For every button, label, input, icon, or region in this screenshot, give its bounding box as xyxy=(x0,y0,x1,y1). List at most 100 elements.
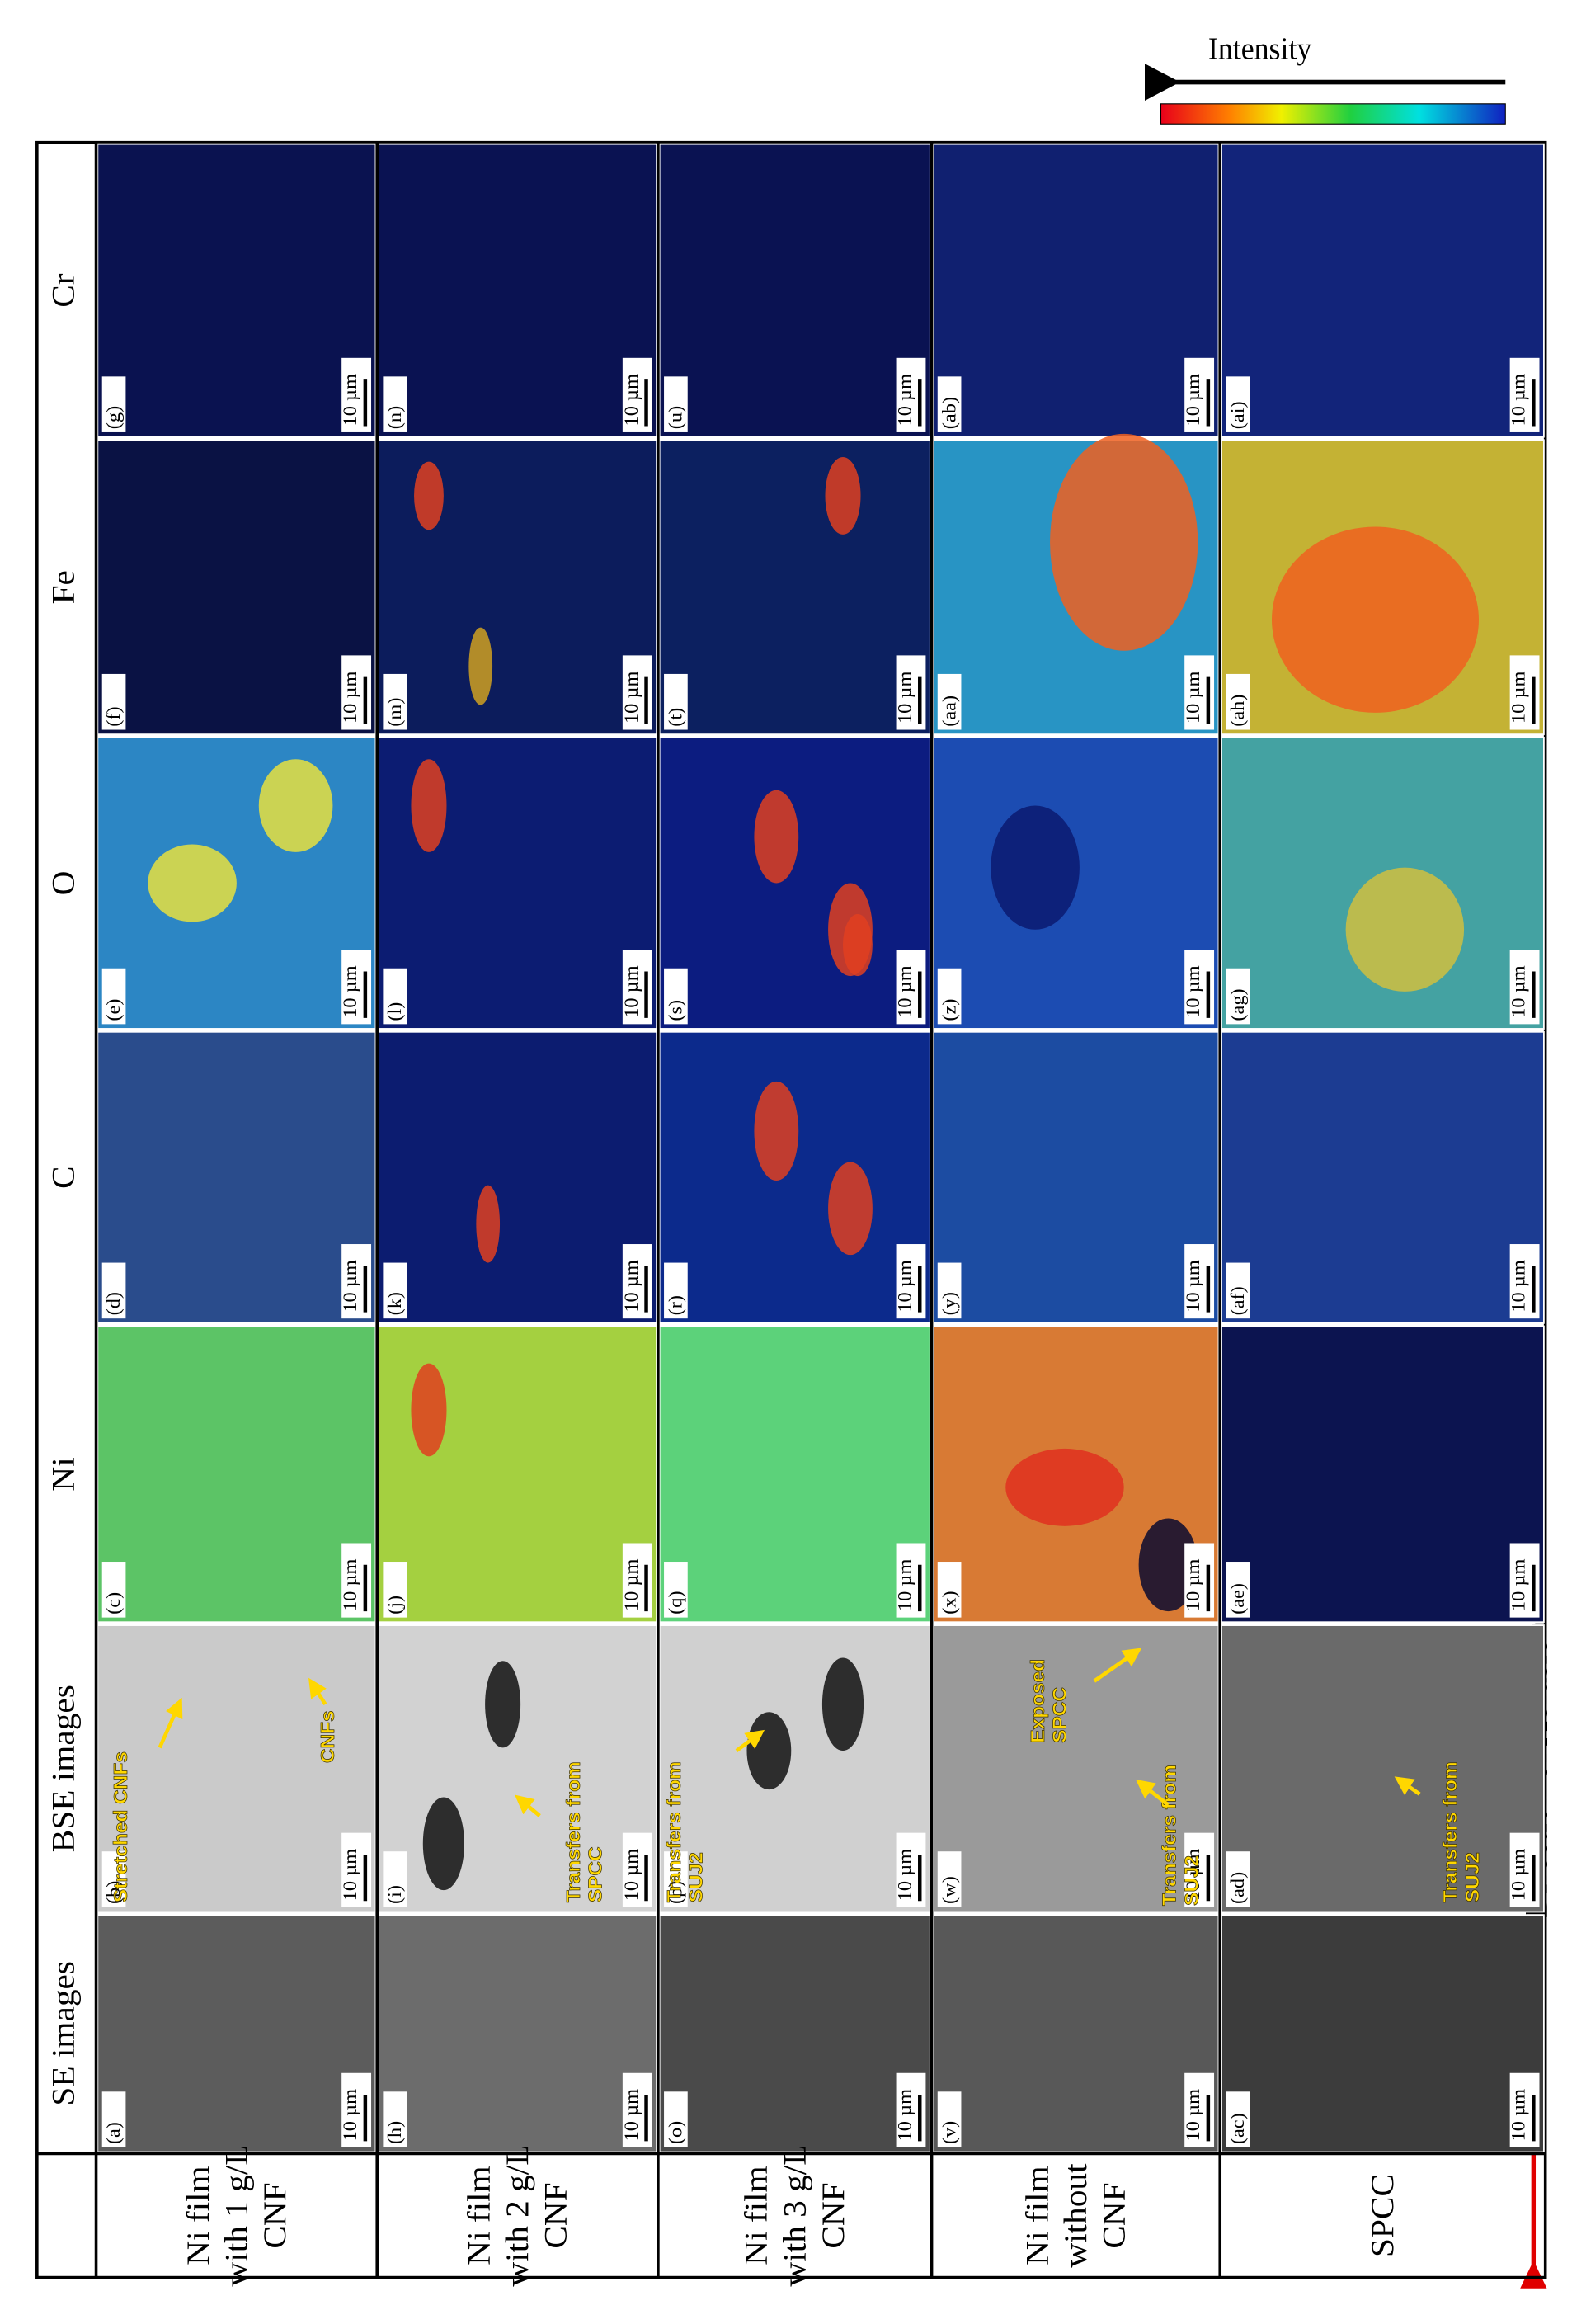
panel-label: (u) xyxy=(666,406,686,429)
annotation: ExposedSPCC xyxy=(1027,1659,1071,1743)
row-label-line: Ni film xyxy=(460,2166,497,2265)
panel-label: (n) xyxy=(384,406,405,429)
micrograph xyxy=(1221,1914,1545,2153)
panel-label: (c) xyxy=(104,1592,125,1615)
panel-label: (ad) xyxy=(1227,1872,1248,1904)
micrograph xyxy=(658,1030,931,1324)
panel-label: (p) xyxy=(666,1881,686,1904)
micrograph xyxy=(96,1030,377,1324)
panel-label: (v) xyxy=(939,2121,960,2144)
scale-text: 10 µm xyxy=(1508,1260,1529,1313)
annotation: Transfers fromSPCC xyxy=(562,1761,606,1902)
map-feature xyxy=(148,844,237,922)
panel-label: (t) xyxy=(666,708,686,727)
micrograph xyxy=(658,736,931,1030)
panel-label: (k) xyxy=(384,1292,405,1315)
row-label-line: CNF xyxy=(1095,2182,1132,2248)
panel-label: (af) xyxy=(1227,1286,1248,1315)
micrograph xyxy=(1221,143,1545,438)
column-header: Fe xyxy=(45,570,82,604)
micrograph xyxy=(96,1914,377,2153)
scale-text: 10 µm xyxy=(1184,2088,1204,2141)
scale-text: 10 µm xyxy=(621,1260,642,1313)
row-label-line: CNF xyxy=(257,2182,293,2248)
annotation: Transfers fromSUJ2 xyxy=(1440,1761,1484,1902)
panel-label: (a) xyxy=(104,2122,125,2144)
scale-text: 10 µm xyxy=(621,373,642,426)
scale-text: 10 µm xyxy=(895,373,915,426)
panel-label: (b) xyxy=(104,1881,125,1904)
row-label: Ni film with 1 g/L CNF xyxy=(180,2144,293,2286)
panel-label: (x) xyxy=(939,1591,960,1614)
micrograph xyxy=(658,1914,931,2153)
scale-text: 10 µm xyxy=(1184,1260,1204,1313)
panel-label-bg xyxy=(664,1562,688,1618)
panel-label-bg xyxy=(1226,2091,1250,2147)
panel-label-bg xyxy=(937,673,962,730)
panel-label-bg xyxy=(101,1851,126,1907)
row-label: SPCC xyxy=(1364,2174,1400,2257)
micrograph xyxy=(658,143,931,438)
scale-text: 10 µm xyxy=(895,671,915,724)
map-feature xyxy=(1050,433,1198,651)
panel-label-bg xyxy=(937,2091,962,2147)
scale-text: 10 µm xyxy=(1184,671,1204,724)
panel-label-bg xyxy=(383,673,407,730)
scale-text: 10 µm xyxy=(1508,1848,1529,1901)
panel-label-bg xyxy=(101,673,126,730)
scale-text: 10 µm xyxy=(621,671,642,724)
row-label: Ni film without CNF xyxy=(1019,2163,1132,2267)
micrograph xyxy=(1221,1030,1545,1324)
scale-text: 10 µm xyxy=(1508,373,1529,426)
row-label-line: with 2 g/L xyxy=(499,2144,535,2286)
panel-label-bg xyxy=(383,1851,407,1907)
scale-text: 10 µm xyxy=(621,2088,642,2141)
panel-label: (m) xyxy=(384,698,405,727)
panel-label-bg xyxy=(937,968,962,1025)
micrograph xyxy=(1221,1624,1545,1913)
row-label-line: with 1 g/L xyxy=(218,2144,254,2286)
annotation: CNFs xyxy=(318,1710,339,1763)
column-header: BSE images xyxy=(45,1685,82,1852)
panel-label-bg xyxy=(937,376,962,432)
scale-text: 10 µm xyxy=(895,2088,915,2141)
panel-label-bg xyxy=(101,1262,126,1319)
annotation-arrow xyxy=(308,1677,327,1706)
scale-text: 10 µm xyxy=(1508,965,1529,1018)
map-feature xyxy=(485,1661,521,1748)
map-feature xyxy=(468,627,493,705)
panel-label: (f) xyxy=(104,706,125,726)
micrograph xyxy=(658,1624,931,1913)
panel-label-bg xyxy=(383,1262,407,1319)
panel-label-bg xyxy=(101,968,126,1025)
figure-body: Intensity Direction of Abrasion SE image… xyxy=(35,31,1554,2289)
micrograph xyxy=(96,143,377,438)
panel-label-bg xyxy=(664,2091,688,2147)
annotation-line: Stretched CNFs xyxy=(111,1751,132,1902)
panel-label-bg xyxy=(1226,1851,1250,1907)
panel-label-bg xyxy=(664,376,688,432)
panel-label-bg xyxy=(937,1262,962,1319)
annotation-line: SUJ2 xyxy=(1461,1852,1483,1902)
annotation-arrow xyxy=(735,1729,765,1753)
annotation-arrow xyxy=(158,1697,183,1749)
micrograph xyxy=(658,1325,931,1624)
column-header: C xyxy=(45,1167,82,1190)
scale-text: 10 µm xyxy=(895,1848,915,1901)
panel-label-bg xyxy=(383,376,407,432)
panel-label: (e) xyxy=(104,999,125,1021)
map-feature xyxy=(258,759,333,852)
annotation-arrow xyxy=(1394,1776,1421,1796)
scale-text: 10 µm xyxy=(621,1848,642,1901)
annotation-arrow xyxy=(1093,1648,1142,1683)
micrograph xyxy=(658,439,931,736)
map-feature xyxy=(1138,1518,1198,1612)
panel-label-bg xyxy=(101,376,126,432)
panel-label-bg xyxy=(1226,1262,1250,1319)
scale-text: 10 µm xyxy=(341,1558,361,1611)
map-feature xyxy=(754,1081,799,1181)
micrograph xyxy=(932,1030,1220,1324)
column-header: Ni xyxy=(45,1457,82,1491)
annotation-line: Exposed xyxy=(1027,1659,1048,1743)
panel-label: (z) xyxy=(939,999,960,1021)
